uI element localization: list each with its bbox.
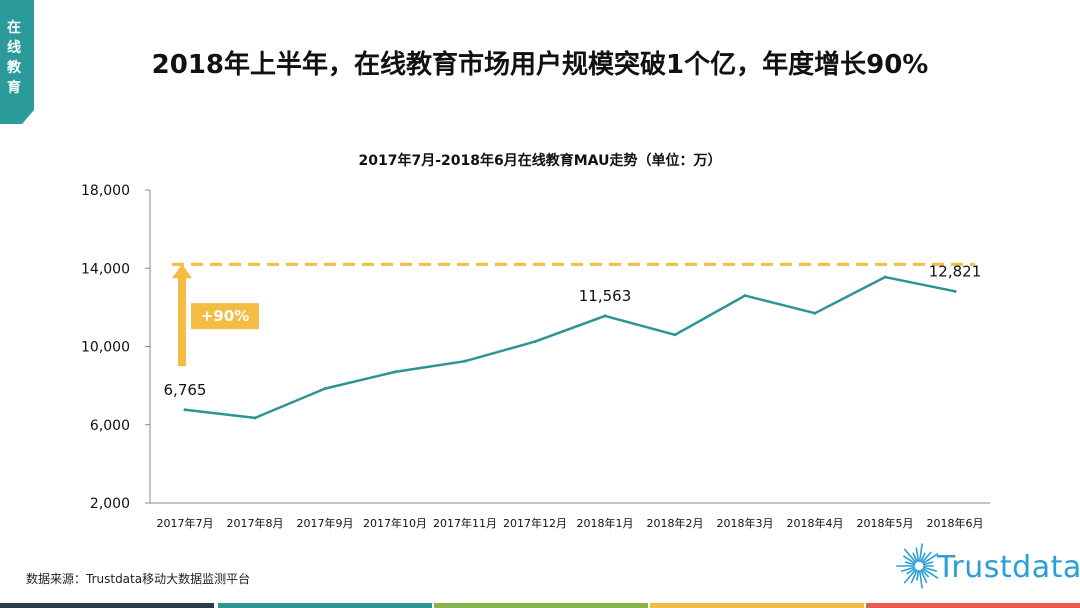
side-tab: 在线教育 (0, 0, 34, 124)
x-tick-label: 2018年4月 (787, 516, 844, 530)
x-tick-label: 2018年3月 (717, 516, 774, 530)
starburst-icon (896, 543, 939, 589)
x-tick-label: 2017年8月 (227, 516, 284, 530)
x-tick-label: 2018年1月 (577, 516, 634, 530)
data-point (603, 314, 607, 318)
x-tick-label: 2017年10月 (363, 516, 427, 530)
data-point (673, 333, 677, 337)
bottom-bar-segment (218, 603, 432, 608)
logo-text: Trustdata (937, 550, 1080, 585)
x-tick-label: 2017年11月 (433, 516, 497, 530)
data-point (743, 294, 747, 298)
data-point (253, 416, 257, 420)
data-point (883, 275, 887, 279)
y-tick-label: 14,000 (81, 261, 130, 277)
y-tick-label: 18,000 (81, 183, 130, 199)
x-tick-label: 2018年5月 (857, 516, 914, 530)
mau-series-line (184, 275, 956, 420)
bottom-color-bars (0, 603, 1080, 608)
y-tick-label: 10,000 (81, 340, 130, 356)
data-point (813, 311, 817, 315)
trustdata-logo: Trustdata (893, 536, 1080, 592)
side-tab-shape (0, 0, 34, 124)
data-point (953, 289, 957, 293)
data-point (393, 370, 397, 374)
data-point (463, 359, 467, 363)
data-source-note: 数据来源：Trustdata移动大数据监测平台 (26, 572, 251, 586)
growth-label: +90% (201, 307, 249, 325)
bottom-bar-segment (650, 603, 864, 608)
bottom-bar-segment (866, 603, 1080, 608)
bottom-bar-segment (434, 603, 648, 608)
x-tick-label: 2017年7月 (157, 516, 214, 530)
x-tick-label: 2017年9月 (297, 516, 354, 530)
mau-line-chart: 2017年7月-2018年6月在线教育MAU走势（单位：万） 2,000 6,000… (81, 152, 990, 530)
bottom-bar-segment (0, 603, 214, 608)
side-tab-label: 在线教育 (7, 20, 21, 96)
data-point (533, 340, 537, 344)
y-tick-label: 2,000 (90, 496, 130, 512)
x-tick-label: 2018年2月 (647, 516, 704, 530)
x-tick-label: 2018年6月 (927, 516, 984, 530)
data-label: 11,563 (579, 287, 632, 305)
chart-title: 2017年7月-2018年6月在线教育MAU走势（单位：万） (359, 152, 722, 169)
y-tick-label: 6,000 (90, 418, 130, 434)
growth-label-box (191, 303, 259, 330)
page-title: 2018年上半年，在线教育市场用户规模突破1个亿，年度增长90% (151, 50, 929, 80)
data-point (323, 387, 327, 391)
data-label: 12,821 (929, 262, 982, 280)
data-label: 6,765 (164, 381, 207, 399)
growth-arrow-head (172, 264, 192, 279)
x-tick-label: 2017年12月 (503, 516, 567, 530)
data-point (183, 408, 187, 412)
